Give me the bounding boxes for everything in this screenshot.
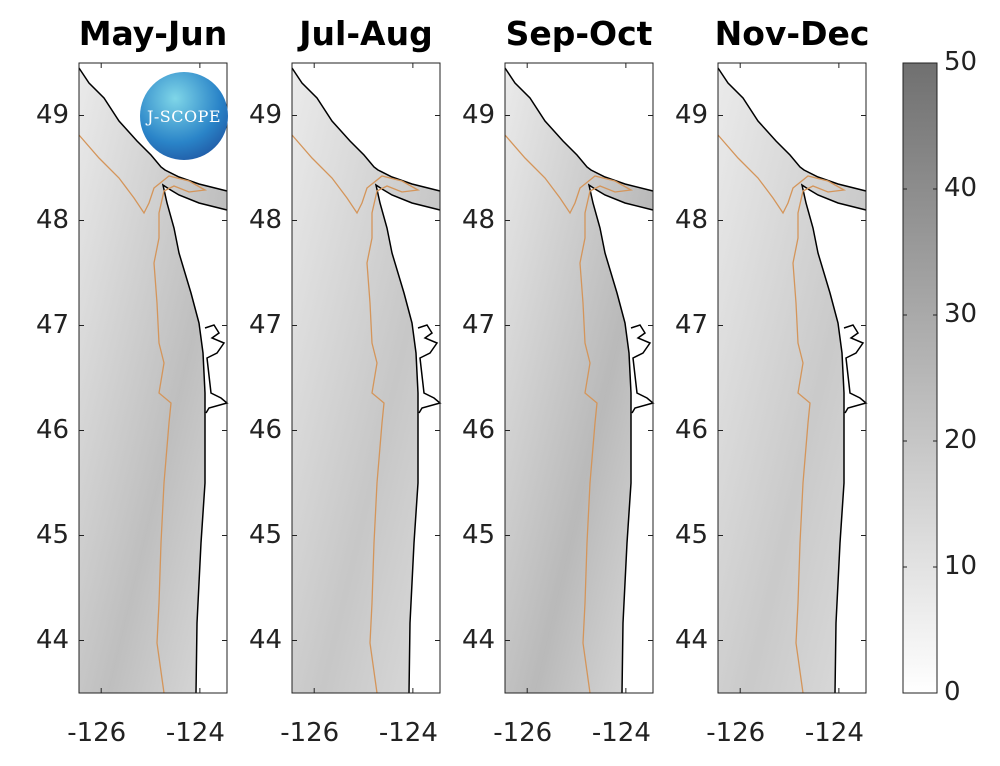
- lat-tick-label: 45: [249, 519, 283, 550]
- coastline: [717, 67, 867, 192]
- lat-tick-label: 45: [36, 519, 70, 550]
- logo-text: J-SCOPE: [146, 106, 222, 126]
- panel-title-1: May-Jun: [78, 14, 228, 53]
- lat-tick-label: 45: [675, 519, 709, 550]
- isobath-contour: [291, 134, 421, 694]
- colorbar-tick-label: 50: [944, 47, 978, 77]
- lat-tick-label: 44: [249, 624, 283, 655]
- colorbar-tick-label: 20: [944, 425, 978, 455]
- ocean-field: [718, 68, 866, 693]
- lat-tick-label: 46: [675, 414, 709, 445]
- colorbar-tick-label: 10: [944, 551, 978, 581]
- isobath-contour: [717, 134, 847, 694]
- coastline: [78, 67, 228, 192]
- lon-tick-label: -126: [706, 718, 766, 748]
- j-scope-logo: J-SCOPE: [140, 72, 228, 160]
- panel-frame: [717, 62, 867, 694]
- lat-tick-label: 46: [249, 414, 283, 445]
- estuary-coast: [630, 324, 655, 414]
- coastline: [291, 67, 441, 192]
- lat-tick-label: 44: [462, 624, 496, 655]
- coastline: [161, 183, 228, 694]
- colorbar: [902, 62, 938, 694]
- lat-tick-label: 49: [675, 99, 709, 130]
- ocean-field: [79, 68, 227, 693]
- lat-tick-label: 47: [36, 309, 70, 340]
- lat-tick-label: 48: [249, 204, 283, 235]
- panel-frame: [291, 62, 441, 694]
- lat-tick-label: 46: [462, 414, 496, 445]
- panel-title-3: Sep-Oct: [505, 14, 653, 53]
- lon-tick-label: -126: [67, 718, 127, 748]
- estuary-coast: [843, 324, 868, 414]
- lon-tick-label: -124: [591, 718, 651, 748]
- lon-tick-label: -126: [280, 718, 340, 748]
- lat-tick-label: 46: [36, 414, 70, 445]
- coastline: [800, 183, 867, 694]
- lat-tick-label: 44: [675, 624, 709, 655]
- estuary-coast: [417, 324, 442, 414]
- coastline: [504, 67, 654, 192]
- colorbar-tick-label: 30: [944, 299, 978, 329]
- lat-tick-label: 47: [249, 309, 283, 340]
- panel-title-4: Nov-Dec: [714, 14, 870, 53]
- ocean-field: [505, 68, 653, 693]
- lat-tick-label: 48: [675, 204, 709, 235]
- lon-tick-label: -124: [804, 718, 864, 748]
- panel-frame: [78, 62, 228, 694]
- panel-frame: [504, 62, 654, 694]
- lat-tick-label: 49: [462, 99, 496, 130]
- lat-tick-label: 47: [675, 309, 709, 340]
- lon-tick-label: -126: [493, 718, 553, 748]
- estuary-coast: [204, 324, 229, 414]
- lon-tick-label: -124: [378, 718, 438, 748]
- isobath-contour: [504, 134, 634, 694]
- lat-tick-label: 47: [462, 309, 496, 340]
- lat-tick-label: 48: [462, 204, 496, 235]
- coastline: [374, 183, 441, 694]
- lat-tick-label: 49: [249, 99, 283, 130]
- panel-title-2: Jul-Aug: [299, 14, 433, 53]
- coastline: [587, 183, 654, 694]
- lat-tick-label: 44: [36, 624, 70, 655]
- ocean-field: [292, 68, 440, 693]
- lon-tick-label: -124: [165, 718, 225, 748]
- lat-tick-label: 49: [36, 99, 70, 130]
- isobath-contour: [78, 134, 208, 694]
- lat-tick-label: 45: [462, 519, 496, 550]
- lat-tick-label: 48: [36, 204, 70, 235]
- colorbar-tick-label: 40: [944, 173, 978, 203]
- colorbar-tick-label: 0: [944, 677, 961, 707]
